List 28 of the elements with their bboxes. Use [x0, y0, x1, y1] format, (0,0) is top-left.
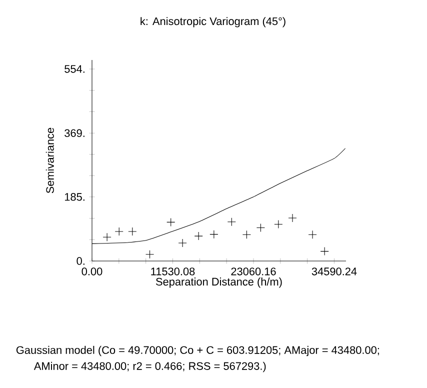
point [242, 230, 251, 239]
x-tick-label: 11530.08 [151, 268, 195, 276]
y-tick-label: 185. [64, 193, 84, 201]
point [288, 214, 297, 222]
point [320, 247, 329, 256]
point [210, 230, 218, 239]
x-tick-label: 23060.16 [231, 268, 276, 276]
point [114, 227, 124, 236]
point [227, 218, 236, 226]
point [194, 232, 203, 240]
x-tick-label: 0.00 [82, 268, 102, 276]
point [128, 227, 137, 236]
point [166, 218, 176, 226]
chart-title: k: Anisotropic Variogram (45°) [140, 17, 286, 28]
point [308, 230, 317, 239]
x-axis-title: Separation Distance (h/m) [156, 278, 282, 288]
y-axis-title: Semivariance [46, 128, 54, 194]
y-tick-label: 0. [76, 257, 84, 265]
point [102, 232, 112, 242]
point [178, 238, 187, 248]
text: AMinor = 43480.00; r2 = 0.466; RSS = 567293.) [34, 362, 266, 372]
point [274, 220, 283, 229]
y-tick-label: 369. [64, 129, 84, 137]
y-tick-label: 554. [64, 65, 84, 73]
point [146, 250, 154, 259]
text: Gaussian model (Co = 49.70000; Co + C = 603.91205; AMajor = 43480.00; [16, 346, 379, 356]
point [256, 223, 265, 232]
x-tick-label: 34590.24 [312, 268, 357, 276]
